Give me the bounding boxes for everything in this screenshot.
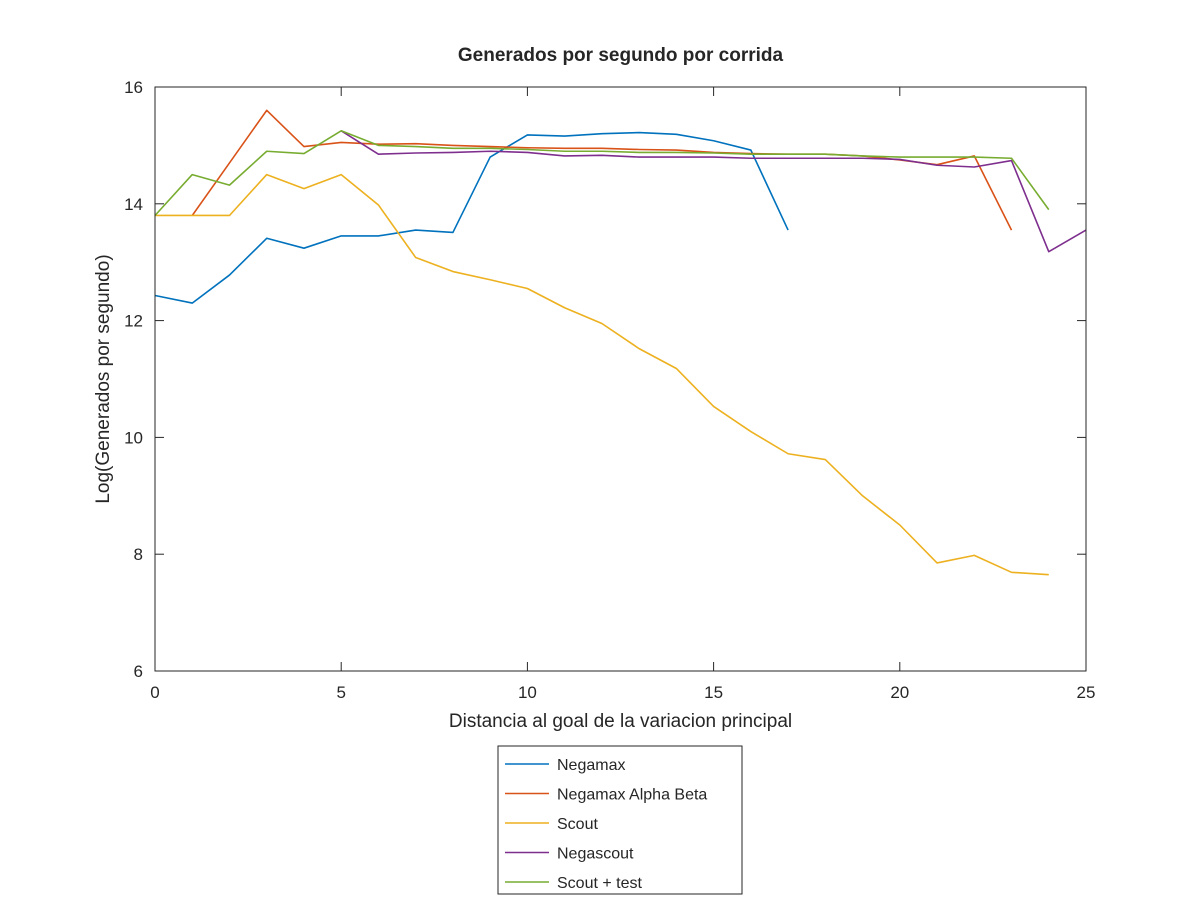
y-tick-label: 10 (124, 428, 143, 447)
legend-box (497, 745, 743, 895)
series-line-negamax (154, 131, 789, 304)
legend-label-scout-test: Scout + test (557, 875, 642, 892)
chart-title: Generados por segundo por corrida (458, 45, 784, 66)
legend-label-negascout: Negascout (557, 846, 634, 863)
legend-label-negamax-alpha-beta: Negamax Alpha Beta (557, 787, 707, 804)
series-line-negascout (340, 130, 1087, 253)
legend: Negamax Negamax Alpha Beta Scout Negascout S… (497, 745, 743, 895)
plot-area (155, 87, 1086, 671)
legend-items: Negamax Negamax Alpha Beta Scout Negascout S… (505, 757, 707, 892)
legend-label-scout: Scout (557, 816, 598, 833)
series-line-negamax-alpha-beta (191, 109, 1013, 231)
series-layer (154, 109, 1087, 576)
y-tick-label: 8 (134, 545, 143, 564)
x-tick-label: 15 (704, 683, 723, 702)
series-line-scout-test (154, 130, 1050, 217)
x-tick-label: 5 (336, 683, 345, 702)
x-tick-label: 10 (518, 683, 537, 702)
tick-layer: 0 5 10 15 20 25 6 8 10 12 14 16 (124, 78, 1095, 702)
axes-frame (154, 86, 1087, 672)
x-tick-label: 20 (890, 683, 909, 702)
x-tick-label: 0 (150, 683, 159, 702)
y-tick-label: 16 (124, 78, 143, 97)
x-tick-label: 25 (1077, 683, 1096, 702)
x-axis-label: Distancia al goal de la variacion princi… (449, 711, 792, 732)
y-tick-label: 6 (134, 662, 143, 681)
series-line-scout (155, 173, 1049, 576)
y-tick-label: 14 (124, 195, 143, 214)
legend-label-negamax: Negamax (557, 757, 625, 774)
y-tick-label: 12 (124, 312, 143, 331)
y-axis-label: Log(Generados por segundo) (93, 254, 114, 503)
